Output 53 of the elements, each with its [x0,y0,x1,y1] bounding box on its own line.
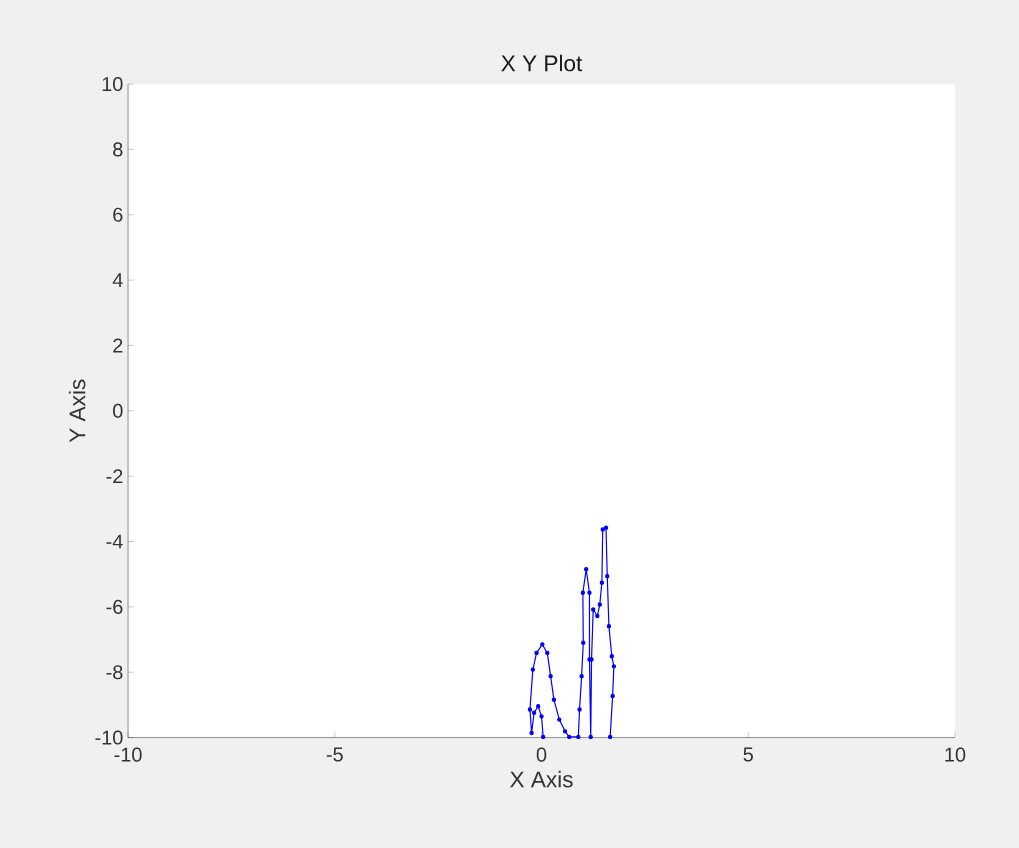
point [605,573,610,579]
point [545,650,550,655]
x-tick-label: -5 [326,747,343,762]
point [551,697,557,702]
y-axis-title: Y Axis [68,379,86,443]
point [557,717,562,722]
point [540,642,545,647]
point [588,734,593,739]
point [580,590,586,595]
point [562,729,568,734]
point [531,710,537,715]
y-tick-label: 10 [102,76,123,91]
point [530,667,536,672]
point [576,734,581,739]
point [600,527,605,532]
point [579,673,584,679]
point [567,734,572,739]
y-tick-label: -8 [106,665,123,680]
point [587,590,592,595]
point [606,623,612,629]
point [597,602,603,607]
y-tick-label: -4 [106,534,123,549]
y-tick-label: 2 [113,338,123,353]
point [540,734,546,739]
point [548,673,553,679]
y-tick-label: 6 [113,207,123,222]
y-tick-label: -2 [106,469,123,483]
point [536,703,541,709]
y-tick-label: 8 [113,142,123,157]
point [529,730,534,736]
x-tick-label: 0 [536,747,547,762]
point [527,707,533,712]
point [539,714,544,719]
point [599,580,605,585]
y-tick-label: -6 [106,599,123,614]
point [603,525,609,530]
point [534,650,539,655]
point [610,693,615,699]
point [591,607,596,612]
x-tick-label: 10 [945,747,966,762]
y-tick-label: 4 [112,273,123,287]
point [607,734,613,739]
x-axis-title: X Axis [510,770,573,788]
point [581,640,586,645]
point [583,566,589,572]
chart-title: X Y Plot [501,54,583,72]
y-tick-label: -10 [95,730,123,745]
point [577,707,582,712]
x-tick-label: 5 [743,747,753,762]
point [609,653,614,659]
point [611,664,617,669]
point [595,613,600,619]
y-tick-label: 0 [113,403,123,418]
